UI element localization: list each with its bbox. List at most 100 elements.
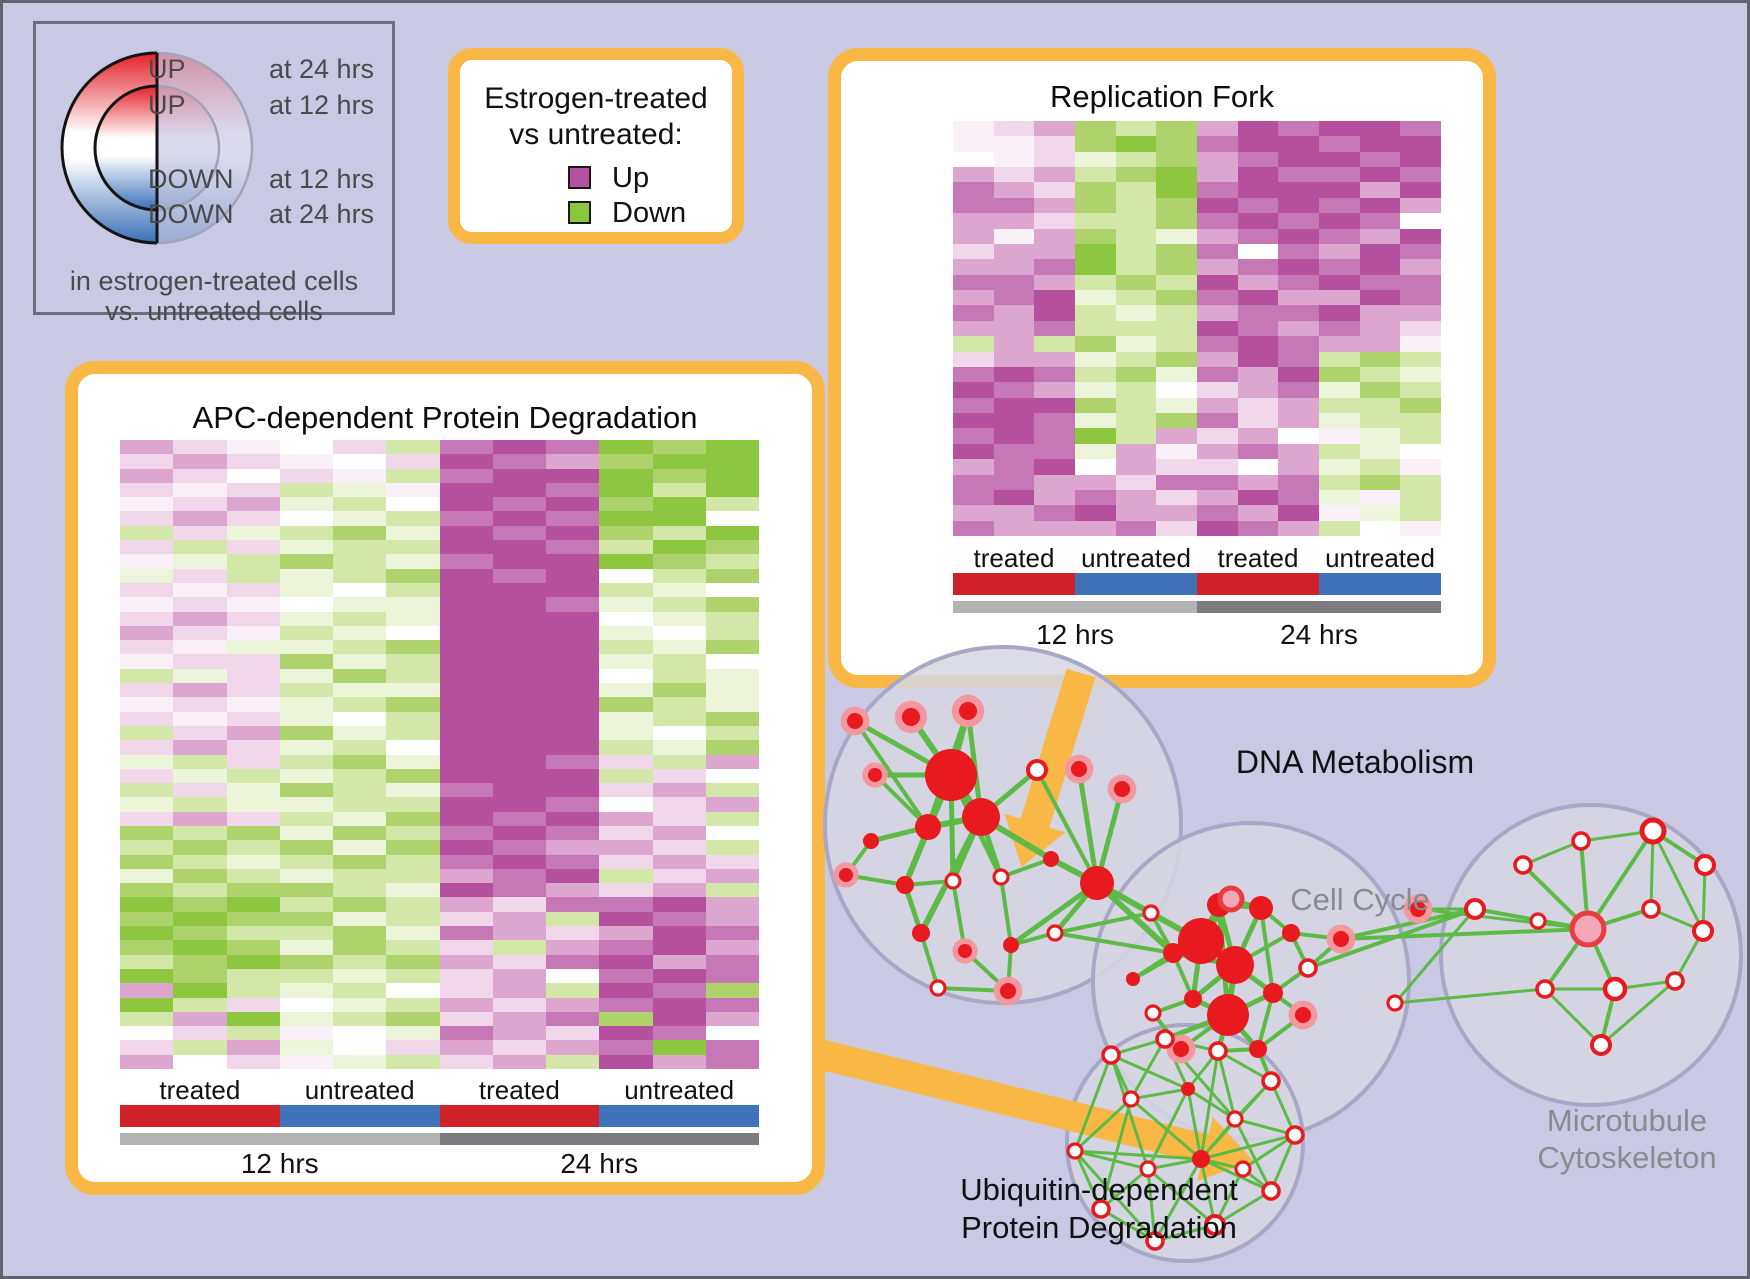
heatmap-cell — [226, 911, 280, 927]
heatmap-cell — [1278, 505, 1319, 521]
heatmap-cell — [173, 440, 227, 455]
apc-title: APC-dependent Protein Degradation — [192, 400, 698, 435]
heatmap-cell — [226, 525, 280, 541]
heatmap-cell — [1197, 274, 1238, 291]
rf-group-label-untreated-24: untreated — [1325, 543, 1435, 573]
node-halo — [1326, 924, 1356, 954]
heatmap-cell — [1156, 505, 1197, 521]
heatmap-cell — [492, 482, 546, 498]
network-edge — [844, 873, 907, 887]
heatmap-cell — [1034, 505, 1075, 521]
network-edge — [1153, 1223, 1217, 1243]
heatmap-cell — [953, 151, 994, 168]
network-edge — [1073, 1149, 1203, 1161]
heatmap-cell — [652, 811, 706, 826]
heatmap-cell — [333, 511, 387, 526]
heatmap-cell — [1400, 443, 1441, 460]
heatmap-cell — [173, 783, 227, 798]
heatmap-cell — [1359, 305, 1401, 321]
heatmap-cell — [1319, 167, 1360, 183]
heatmap-cell — [1237, 259, 1279, 275]
network-edge — [1197, 937, 1239, 969]
heatmap-cell — [439, 1011, 493, 1027]
heatmap-cell — [1197, 366, 1238, 383]
heatmap-cell — [333, 440, 387, 455]
heatmap-cell — [1156, 366, 1197, 383]
network-edge — [1586, 829, 1655, 931]
heatmap-cell — [279, 1026, 333, 1041]
heatmap-cell — [439, 926, 493, 941]
heatmap-cell — [333, 783, 387, 798]
network-node — [1163, 943, 1183, 963]
network-edge — [1215, 1012, 1231, 1054]
heatmap-cell — [226, 683, 280, 698]
heatmap-cell — [173, 725, 227, 741]
heatmap-cell — [279, 697, 333, 712]
heatmap-cell — [120, 854, 174, 869]
heatmap-cell — [492, 954, 546, 969]
heatmap-cell — [226, 740, 280, 755]
heatmap-cell — [1278, 197, 1319, 214]
heatmap-cell — [652, 525, 706, 541]
heatmap-cell — [386, 625, 440, 641]
heatmap-cell — [1278, 167, 1319, 183]
network-edge — [1233, 1079, 1273, 1121]
heatmap-cell — [652, 611, 706, 626]
heatmap-cell — [279, 740, 333, 755]
heatmap-cell — [599, 1040, 653, 1055]
heatmap-cell — [279, 983, 333, 998]
heatmap-cell — [599, 968, 653, 984]
heatmap-cell — [546, 926, 600, 941]
heatmap-cell — [1319, 443, 1360, 460]
heatmap-cell — [599, 625, 653, 641]
heatmap-cell — [1359, 259, 1401, 275]
heatmap-cell — [546, 697, 600, 712]
heatmap-cell — [173, 611, 227, 626]
heatmap-cell — [993, 413, 1035, 429]
heatmap-cell — [1115, 290, 1157, 306]
heatmap-cell — [120, 926, 174, 941]
heatmap-cell — [1359, 197, 1401, 214]
network-edge — [908, 714, 954, 778]
heatmap-cell — [386, 768, 440, 784]
heatmap-cell — [386, 911, 440, 927]
heatmap-cell — [120, 825, 174, 841]
heatmap-cell — [1197, 136, 1238, 152]
network-edge — [948, 708, 971, 778]
network-node-open — [1122, 1090, 1140, 1108]
network-edge — [1199, 1157, 1217, 1227]
heatmap-cell — [1237, 474, 1279, 490]
heatmap-cell — [173, 797, 227, 812]
rf-24hrs-bar — [1197, 601, 1441, 613]
heatmap-cell — [492, 911, 546, 927]
heatmap-cell — [1278, 520, 1319, 536]
heatmap-cell — [1278, 243, 1319, 260]
network-edge — [1393, 987, 1547, 1005]
heatmap-cell — [546, 883, 600, 898]
heatmap-cell — [1115, 228, 1157, 244]
heatmap-cell — [705, 911, 759, 927]
heatmap-cell — [1278, 336, 1319, 352]
node-halo — [1107, 774, 1137, 804]
heatmap-cell — [226, 783, 280, 798]
network-edge — [1073, 1149, 1157, 1243]
network-edge — [1225, 1012, 1261, 1052]
heatmap-cell — [1156, 259, 1197, 275]
cluster-bubble-cell-cycle — [1091, 821, 1411, 1141]
heatmap-cell — [1075, 121, 1116, 137]
network-edge — [1232, 905, 1264, 968]
heatmap-cell — [546, 711, 600, 726]
network-edge — [919, 931, 940, 990]
heatmap-cell — [439, 654, 493, 669]
heatmap-cell — [705, 568, 759, 583]
heatmap-cell — [953, 167, 994, 183]
heatmap-cell — [1319, 228, 1360, 244]
heatmap-cell — [333, 611, 387, 626]
heatmap-cell — [173, 668, 227, 684]
heatmap-cell — [333, 854, 387, 869]
heatmap-cell — [953, 459, 994, 475]
heatmap-cell — [492, 668, 546, 684]
heatmap-cell — [1278, 459, 1319, 475]
heatmap-cell — [173, 697, 227, 712]
heatmap-cell — [705, 740, 759, 755]
